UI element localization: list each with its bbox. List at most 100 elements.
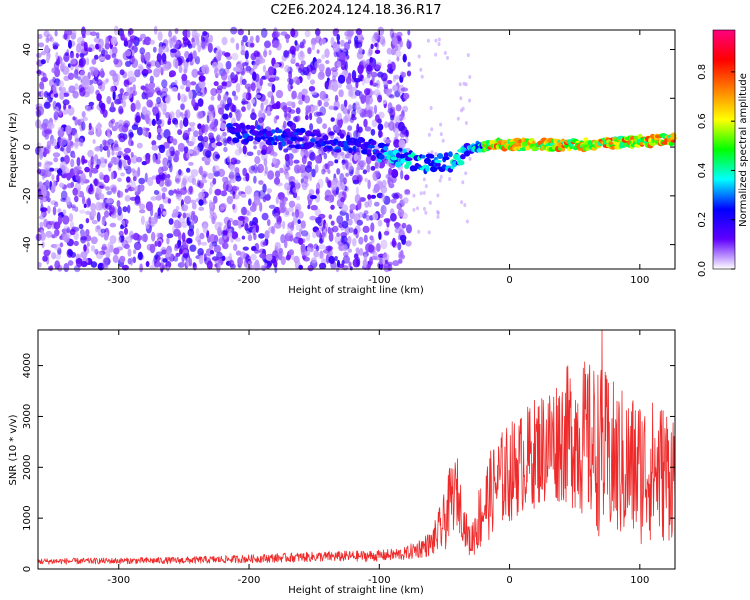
spectrogram-cell: [356, 256, 361, 267]
colorbar-tick-label: 0.6: [697, 113, 708, 129]
spectrogram-cell: [52, 100, 57, 110]
spectrogram-cell: [301, 88, 308, 96]
spectrogram-cell: [96, 158, 101, 167]
spectrogram-cell: [400, 212, 408, 220]
spectrogram-cell: [45, 179, 50, 186]
spectrogram-cell: [289, 78, 294, 86]
spectrogram-cell: [139, 263, 144, 273]
spectrogram-cell: [228, 174, 235, 179]
spectrogram-cell: [328, 195, 333, 204]
spectrogram-cell: [125, 91, 133, 99]
spectrogram-cell: [157, 152, 161, 161]
spectrogram-cell: [365, 214, 371, 221]
spectrogram-cell: [265, 253, 273, 261]
spectrogram-cell: [396, 203, 403, 210]
spectrogram-cell: [90, 104, 94, 110]
spectrogram-cell: [52, 82, 58, 92]
spectrogram-cell: [387, 176, 391, 186]
spectrogram-cell: [101, 218, 106, 226]
spectrogram-cell: [350, 30, 355, 35]
spectrogram-cell: [43, 90, 49, 98]
spectrogram-cell: [383, 146, 389, 151]
spectrogram-cell: [354, 35, 359, 45]
spectrogram-ylabel: Frequency (Hz): [8, 112, 19, 188]
spectrogram-cell: [390, 198, 397, 204]
spectrogram-cell: [270, 95, 275, 105]
spectrogram-cell: [218, 238, 224, 245]
spectrogram-cell: [40, 71, 45, 76]
spectrogram-cell: [258, 248, 266, 254]
spectrogram-cell: [231, 52, 239, 61]
spectrogram-y-ticks: -40 -20 0 20 40: [22, 43, 675, 253]
spectrogram-cell: [368, 244, 375, 253]
spectrogram-cell: [379, 35, 386, 45]
spectrogram-cell: [216, 251, 223, 259]
spectrogram-cell: [424, 157, 431, 164]
spectrogram-cell: [172, 39, 180, 50]
spectrogram-cell: [342, 106, 348, 115]
spectrogram-cell: [439, 122, 443, 127]
spectrogram-cell: [370, 165, 376, 171]
spectrogram-cell: [222, 113, 229, 120]
spectrogram-cell: [215, 136, 220, 142]
spectrogram-cell: [113, 247, 120, 255]
spectrogram-cell: [437, 42, 441, 47]
spectrogram-cell: [53, 111, 59, 121]
spectrogram-cell: [240, 193, 247, 198]
spectrogram-cell: [169, 111, 175, 120]
spectrogram-cell: [85, 210, 92, 215]
spectrogram-cell: [355, 247, 359, 253]
spectrogram-cell: [374, 171, 380, 179]
spectrogram-cell: [36, 52, 42, 58]
spectrogram-cell: [396, 152, 401, 159]
spectrogram-cell: [136, 142, 143, 149]
spectrogram-cell: [81, 111, 86, 118]
spectrogram-cell: [181, 73, 188, 82]
spectrogram-cell: [309, 112, 313, 121]
spectrogram-cell: [44, 44, 50, 54]
spectrogram-cell: [249, 125, 256, 131]
spectrogram-cell: [198, 79, 206, 89]
spectrogram-cell: [210, 95, 215, 101]
spectrogram-cell: [366, 163, 371, 173]
spectrogram-cell: [82, 34, 86, 39]
spectrogram-cell: [381, 193, 386, 202]
spectrogram-cell: [40, 229, 45, 236]
spectrogram-cell: [343, 145, 350, 152]
spectrogram-cell: [399, 130, 406, 138]
spectrogram-cell: [169, 38, 173, 49]
spectrogram-cell: [355, 28, 363, 35]
spectrogram-cell: [342, 244, 348, 252]
spectrogram-cell: [264, 230, 270, 240]
spectrogram-cell: [401, 71, 406, 78]
spectrogram-cell: [295, 107, 301, 115]
x-tick-label: 100: [630, 275, 649, 286]
spectrogram-cell: [99, 156, 106, 164]
spectrogram-cell: [91, 167, 99, 174]
spectrogram-cell: [77, 36, 85, 45]
spectrogram-cell: [188, 211, 193, 222]
spectrogram-cell: [53, 93, 59, 98]
spectrogram-cell: [300, 151, 305, 157]
spectrogram-cell: [42, 197, 47, 203]
spectrogram-cell: [56, 174, 60, 183]
spectrogram-cell: [182, 212, 187, 219]
spectrogram-cell: [171, 87, 178, 92]
x-tick-label: -300: [107, 275, 130, 286]
spectrogram-cell: [439, 132, 443, 137]
spectrogram-cell: [330, 204, 335, 210]
spectrogram-cell: [215, 154, 221, 159]
spectrogram-cell: [200, 179, 208, 184]
spectrogram-cell: [162, 59, 167, 65]
spectrogram-cell: [430, 127, 434, 132]
spectrogram-cell: [324, 163, 328, 170]
spectrogram-cell: [222, 51, 226, 56]
spectrogram-cell: [330, 117, 335, 122]
spectrogram-cell: [317, 150, 322, 155]
spectrogram-cell: [72, 116, 76, 121]
spectrogram-cell: [140, 85, 146, 90]
spectrogram-cell: [84, 166, 90, 173]
spectrogram-cell: [250, 82, 256, 92]
spectrogram-cell: [266, 188, 273, 194]
